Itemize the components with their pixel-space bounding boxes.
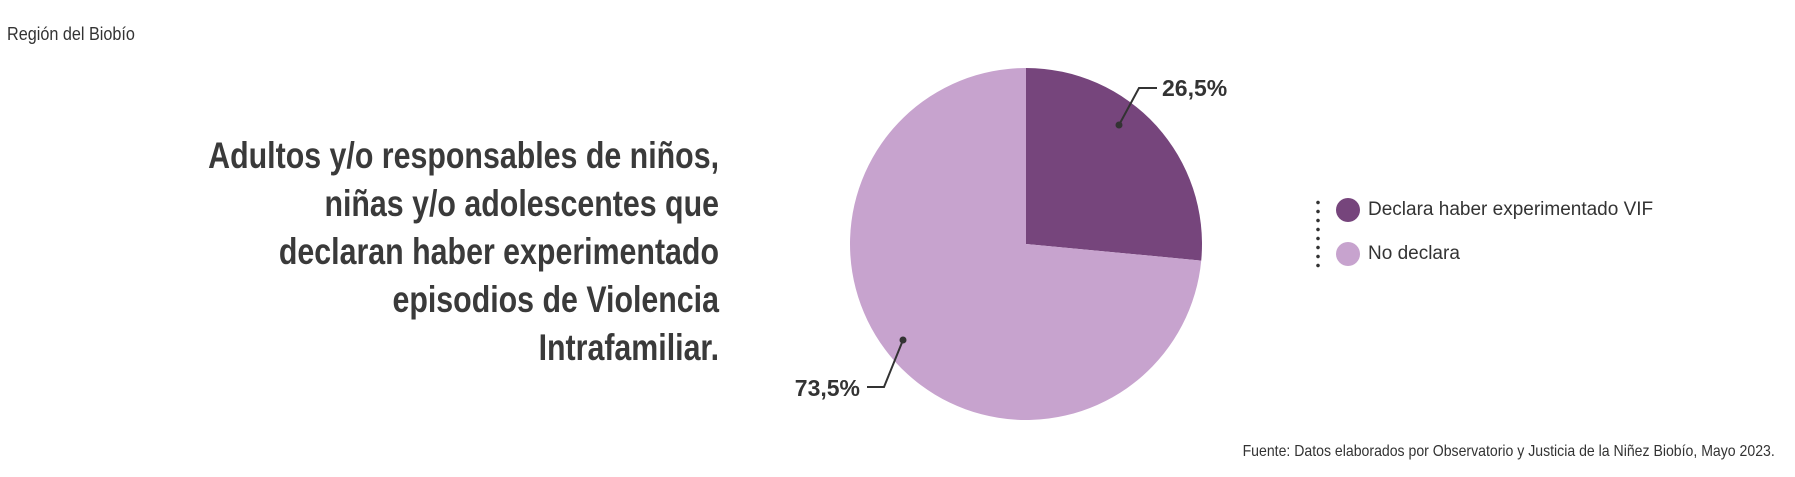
title-line: Intrafamiliar. [538,327,719,368]
source-note: Fuente: Datos elaborados por Observatori… [1242,443,1775,460]
leader-line-1 [867,336,907,388]
leader-line-0 [1115,87,1157,129]
region-label: Región del Biobío [7,24,135,44]
title-line: niñas y/o adolescentes que [324,183,719,224]
title-line: episodios de Violencia [392,279,719,320]
legend-swatch [1336,242,1360,266]
data-label-1: 73,5% [795,375,860,401]
title-line: Adultos y/o responsables de niños, [208,135,719,176]
legend-item-no-declara: No declara [1336,242,1460,266]
legend-dots-divider [1316,198,1320,270]
title-line: declaran haber experimentado [278,231,719,272]
pie-slice-0 [1026,68,1202,261]
legend-label: Declara haber experimentado VIF [1368,199,1654,220]
legend-item-vif: Declara haber experimentado VIF [1336,198,1653,222]
chart-title: Adultos y/o responsables de niños, niñas… [63,132,719,372]
pie-slice-1 [850,68,1202,420]
legend-label: No declara [1368,243,1460,264]
legend-swatch [1336,198,1360,222]
data-label-0: 26,5% [1162,75,1227,101]
